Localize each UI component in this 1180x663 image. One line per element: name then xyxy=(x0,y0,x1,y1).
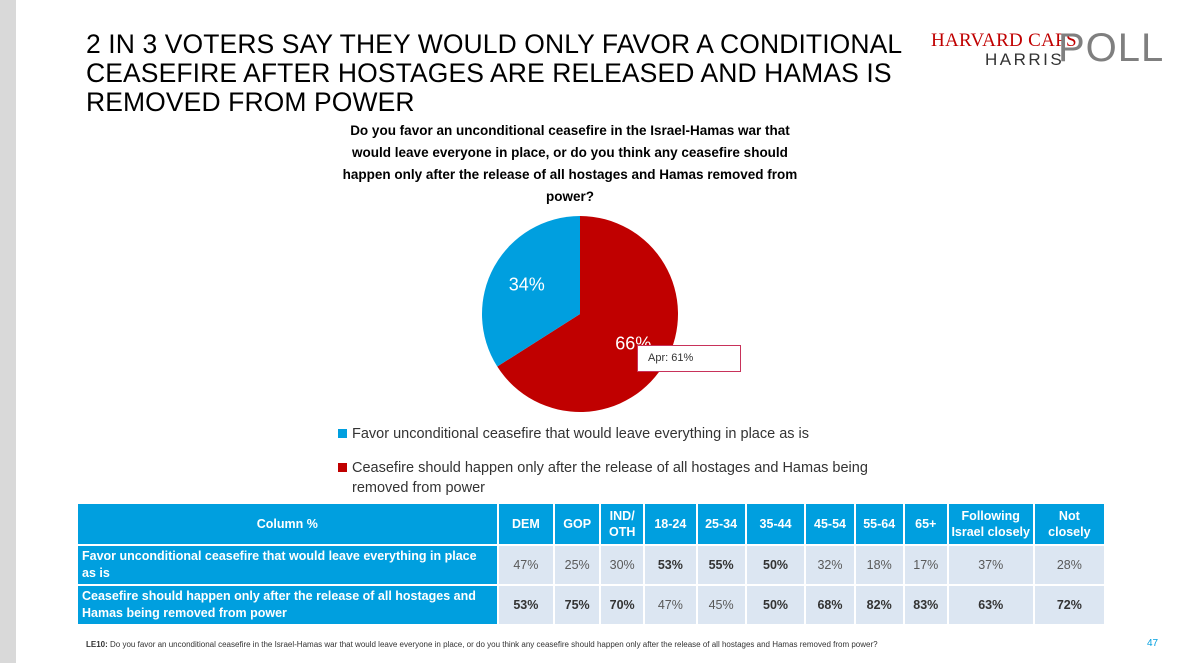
col-header: DEM xyxy=(498,504,554,544)
crosstab-table: Column % DEM GOP IND/ OTH 18-24 25-34 35… xyxy=(76,502,1106,626)
table-row: Ceasefire should happen only after the r… xyxy=(78,586,1104,624)
table-cell: 17% xyxy=(904,546,947,584)
col-header: 18-24 xyxy=(645,504,696,544)
pie-slice-label: 34% xyxy=(509,275,545,295)
table-cell: 70% xyxy=(601,586,644,624)
table-cell: 47% xyxy=(498,546,554,584)
col-header: GOP xyxy=(555,504,600,544)
legend-label: Ceasefire should happen only after the r… xyxy=(352,460,868,496)
table-cell: 25% xyxy=(555,546,600,584)
col-header: 55-64 xyxy=(855,504,903,544)
slide-title: 2 IN 3 VOTERS SAY THEY WOULD ONLY FAVOR … xyxy=(86,29,902,117)
logo-harvard-caps: HARVARD CAPS xyxy=(931,30,1077,51)
table-cell: 82% xyxy=(855,586,903,624)
row-label: Ceasefire should happen only after the r… xyxy=(78,586,497,624)
pie-slice-0 xyxy=(497,216,678,412)
table-cell: 47% xyxy=(645,586,696,624)
table-cell: 18% xyxy=(855,546,903,584)
legend-swatch-blue xyxy=(338,429,347,438)
col-header: Not closely xyxy=(1034,504,1104,544)
row-label: Favor unconditional ceasefire that would… xyxy=(78,546,497,584)
table-cell: 75% xyxy=(555,586,600,624)
table-header-row: Column % DEM GOP IND/ OTH 18-24 25-34 35… xyxy=(78,504,1104,544)
april-comparison-callout: Apr: 61% xyxy=(637,345,741,372)
legend-item-conditional: Ceasefire should happen only after the r… xyxy=(338,458,878,498)
col-header: 35-44 xyxy=(746,504,805,544)
col-header: 65+ xyxy=(904,504,947,544)
table-corner-header: Column % xyxy=(78,504,497,544)
legend-swatch-red xyxy=(338,463,347,472)
table-cell: 53% xyxy=(645,546,696,584)
legend-item-unconditional: Favor unconditional ceasefire that would… xyxy=(338,424,878,444)
footnote: LE10: Do you favor an unconditional ceas… xyxy=(86,640,878,649)
table-cell: 45% xyxy=(697,586,745,624)
left-accent-bar xyxy=(0,0,16,663)
table-cell: 83% xyxy=(904,586,947,624)
table-cell: 37% xyxy=(948,546,1033,584)
footnote-text: Do you favor an unconditional ceasefire … xyxy=(110,640,878,649)
table-cell: 68% xyxy=(806,586,854,624)
col-header: 25-34 xyxy=(697,504,745,544)
table-cell: 30% xyxy=(601,546,644,584)
table-row: Favor unconditional ceasefire that would… xyxy=(78,546,1104,584)
legend-label: Favor unconditional ceasefire that would… xyxy=(352,426,810,442)
logo-poll: POLL xyxy=(1058,26,1165,70)
table-cell: 50% xyxy=(746,546,805,584)
table-cell: 53% xyxy=(498,586,554,624)
table-cell: 50% xyxy=(746,586,805,624)
table-cell: 28% xyxy=(1034,546,1104,584)
chart-question: Do you favor an unconditional ceasefire … xyxy=(342,123,798,204)
table-cell: 63% xyxy=(948,586,1033,624)
col-header: IND/ OTH xyxy=(601,504,644,544)
pie-chart: 66%34% xyxy=(482,216,678,412)
col-header: 45-54 xyxy=(806,504,854,544)
pie-slice-1 xyxy=(482,216,580,367)
footnote-code: LE10: xyxy=(86,640,108,649)
table-cell: 32% xyxy=(806,546,854,584)
chart-legend: Favor unconditional ceasefire that would… xyxy=(338,424,878,498)
table-cell: 55% xyxy=(697,546,745,584)
table-cell: 72% xyxy=(1034,586,1104,624)
harvard-caps-harris-poll-logo: HARVARD CAPS HARRIS POLL xyxy=(928,28,1163,69)
logo-harris: HARRIS xyxy=(985,50,1065,69)
page-number: 47 xyxy=(1147,638,1159,649)
col-header: Following Israel closely xyxy=(948,504,1033,544)
